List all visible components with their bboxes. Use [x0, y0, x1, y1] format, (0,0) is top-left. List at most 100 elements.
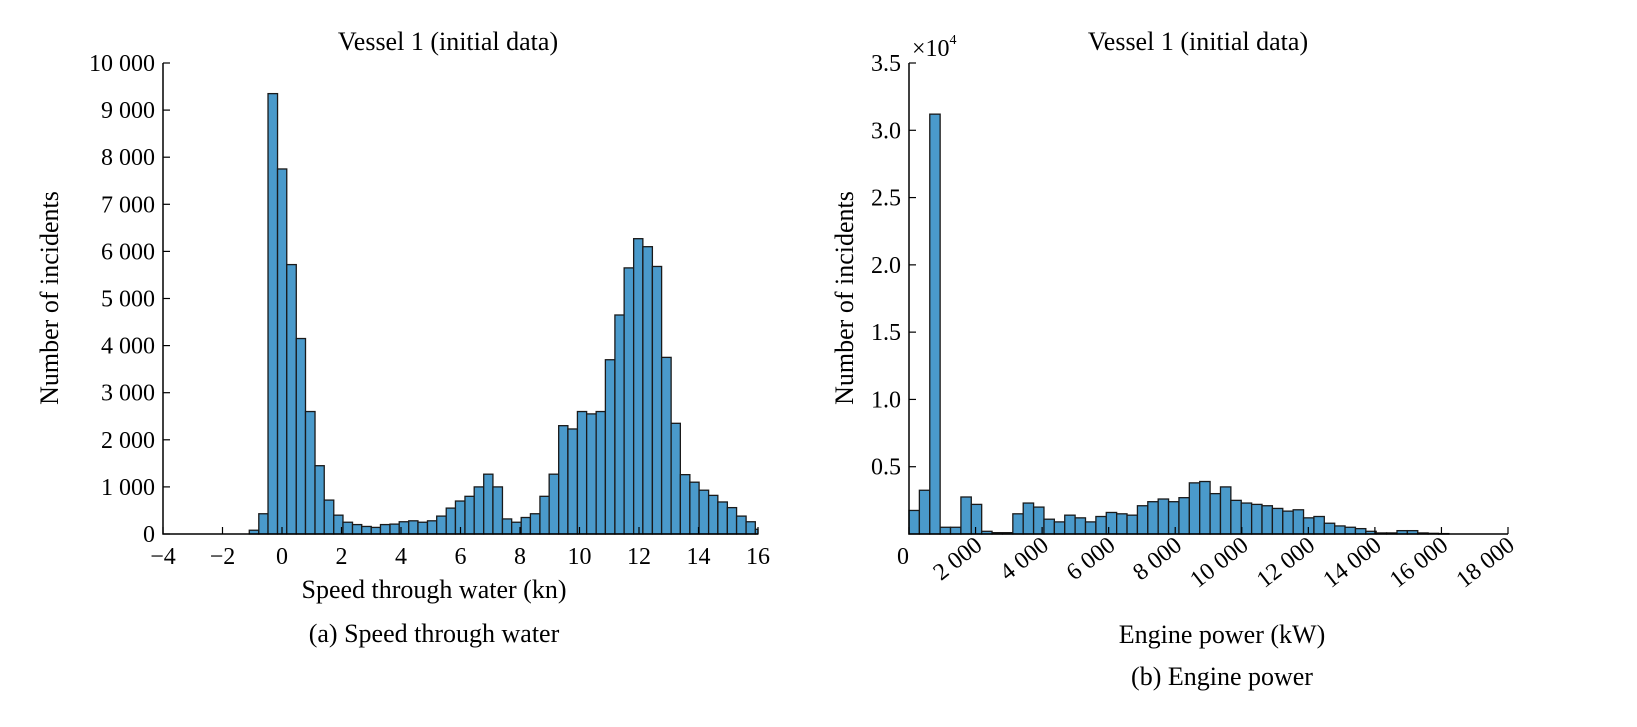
chart-b-bar: [1136, 505, 1149, 535]
chart-a-bar: [492, 486, 504, 535]
chart-a-bar: [735, 515, 747, 535]
chart-b-bar: [1230, 499, 1242, 535]
chart-b-y-tick-label: 1.5: [871, 320, 901, 346]
chart-a-bar: [745, 521, 756, 535]
chart-a-bar: [361, 525, 372, 535]
chart-b-bar: [929, 113, 941, 535]
chart-a-title: Vessel 1 (initial data): [338, 27, 558, 56]
chart-b-bar: [1261, 505, 1274, 535]
chart-a-bar: [483, 473, 494, 535]
chart-b-bar: [939, 526, 952, 535]
chart-a-bar: [717, 501, 729, 535]
chart-b-bar: [1292, 509, 1305, 535]
chart-a-bars: [248, 92, 759, 535]
chart-b-title: Vessel 1 (initial data): [1088, 27, 1308, 56]
chart-a-bar: [276, 168, 288, 535]
chart-a-x-ticks: −4 −2 0 2 4 6 8 10 12 14 16: [150, 527, 770, 570]
chart-a-bar: [558, 425, 569, 535]
chart-b-bar: [1271, 507, 1284, 535]
chart-b-bar: [1178, 497, 1190, 535]
chart-b-axes: [908, 63, 1508, 535]
chart-b-bar: [1323, 522, 1336, 535]
chart-b-bar: [1344, 526, 1357, 535]
chart-a-bar: [370, 526, 382, 535]
chart-a-x-tick-label: −2: [210, 544, 236, 570]
chart-a-x-tick-label: 8: [514, 544, 526, 570]
chart-b-x-tick-label: 4 000: [995, 532, 1054, 586]
chart-b-bar: [1074, 517, 1087, 535]
chart-a-bar: [520, 516, 532, 535]
chart-b-x-tick-label: 18 000: [1452, 532, 1520, 593]
chart-a-y-ticks: 0 1 000 2 000 3 000 4 000 5 000 6 000 7 000 8 00…: [89, 51, 170, 548]
chart-a-x-tick-label: −4: [150, 544, 176, 570]
chart-b-x-tick-label: 2 000: [929, 532, 988, 586]
chart-a-bar: [576, 410, 588, 535]
chart-b-y-tick-label: 2.0: [871, 253, 901, 279]
chart-a-bar: [445, 507, 457, 535]
chart-b-bar: [1126, 514, 1139, 535]
chart-a-y-tick-label: 2 000: [101, 428, 155, 454]
chart-a-bar: [379, 523, 391, 535]
chart-b-x-tick-label: 8 000: [1128, 532, 1187, 586]
chart-b-bar: [1334, 525, 1346, 535]
chart-a-bar: [323, 499, 335, 535]
chart-a-caption: (a) Speed through water: [309, 619, 560, 648]
chart-b-y-multiplier-exponent: 4: [950, 33, 957, 48]
chart-b-x-tick-label: 14 000: [1319, 532, 1387, 593]
chart-a-y-tick-label: 4 000: [101, 334, 155, 360]
chart-a-bar: [567, 428, 579, 535]
chart-a-bar: [726, 506, 738, 535]
chart-b-bar: [1116, 513, 1128, 535]
chart-b-y-tick-label: 2.5: [871, 186, 901, 212]
chart-a-x-tick-label: 4: [395, 544, 407, 570]
chart-b-bar: [1313, 515, 1325, 535]
chart-a-x-tick-label: 12: [627, 544, 651, 570]
chart-b-x-axis-label: Engine power (kW): [1119, 620, 1325, 649]
chart-a-bar: [651, 265, 663, 535]
chart-a-bar: [632, 238, 644, 535]
chart-a-bar: [473, 486, 485, 535]
chart-b-y-multiplier: ×104: [912, 33, 957, 62]
chart-a-x-axis-label: Speed through water (kn): [302, 575, 567, 604]
chart-a-bar: [426, 520, 438, 535]
chart-b-bar: [1209, 492, 1222, 535]
chart-b-x-tick-label: 10 000: [1185, 532, 1253, 593]
chart-b-bar: [1053, 521, 1066, 535]
chart-a-y-tick-label: 3 000: [101, 381, 155, 407]
chart-a-x-tick-label: 10: [568, 544, 592, 570]
chart-b-bar: [918, 489, 931, 535]
chart-speed-through-water: Vessel 1 (initial data) −4 −2 0 2 4 6 8 10 12 14 1…: [35, 27, 770, 648]
chart-a-bar: [623, 267, 635, 535]
chart-a-bar: [707, 494, 719, 535]
chart-a-bar: [267, 92, 279, 535]
chart-a-bar: [295, 337, 307, 535]
chart-a-bar: [389, 523, 400, 535]
chart-b-bar: [1012, 513, 1024, 535]
chart-a-y-tick-label: 9 000: [101, 98, 155, 124]
chart-b-caption: (b) Engine power: [1131, 662, 1313, 691]
chart-b-y-tick-label: 0.5: [871, 455, 901, 481]
chart-b-bar: [1199, 480, 1211, 535]
chart-b-bar: [1147, 501, 1159, 535]
chart-b-bar: [1167, 501, 1180, 535]
chart-b-x-tick-label: 6 000: [1062, 532, 1121, 586]
chart-a-bar: [417, 521, 429, 535]
chart-a-bar: [501, 518, 513, 535]
chart-a-bar: [351, 523, 363, 535]
chart-b-bar: [1354, 527, 1367, 535]
chart-b-bar: [1022, 502, 1035, 535]
chart-a-bar: [286, 263, 297, 535]
chart-b-x-tick-label: 0: [897, 544, 909, 570]
chart-a-y-axis-label: Number of incidents: [35, 191, 64, 405]
chart-b-bar: [1105, 511, 1118, 535]
chart-b-bar: [1084, 521, 1097, 535]
chart-b-y-ticks: 0.5 1.0 1.5 2.0 2.5 3.0 3.5: [871, 51, 916, 481]
chart-a-x-tick-label: 16: [746, 544, 770, 570]
chart-a-bar: [464, 495, 475, 535]
chart-a-bar: [642, 246, 654, 535]
chart-b-bar: [1219, 486, 1232, 535]
chart-b-bar: [1240, 502, 1253, 535]
chart-a-bar: [314, 465, 325, 535]
chart-b-bar: [1250, 503, 1263, 535]
